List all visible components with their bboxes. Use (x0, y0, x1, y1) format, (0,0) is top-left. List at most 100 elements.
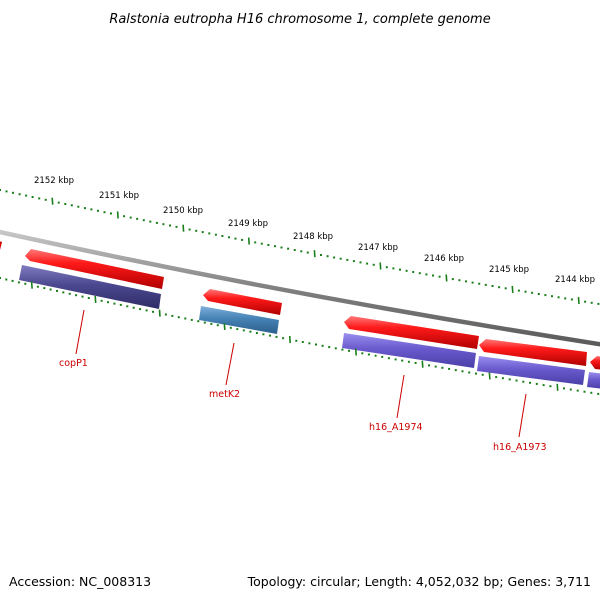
ruler-dot (5, 278, 8, 281)
ruler-tick (182, 224, 185, 232)
ruler-dot (339, 257, 342, 260)
ruler-tick (421, 360, 424, 368)
ruler-dot (188, 228, 191, 231)
ruler-dot (190, 318, 193, 321)
ruler-tick (511, 285, 514, 293)
ruler-dot (197, 320, 200, 323)
ruler-dot (468, 371, 471, 374)
ruler-dot (201, 231, 204, 234)
ruler-dot (100, 299, 103, 302)
ruler-tick (288, 335, 291, 344)
ruler-dot (334, 347, 337, 350)
ruler-dot (517, 289, 520, 292)
gene-label-copP1: copP1 (59, 358, 88, 369)
ruler-dot (374, 354, 377, 357)
ruler-dot (70, 204, 73, 207)
ruler-tick (354, 348, 357, 356)
ruler-tick-label: 2145 kbp (489, 265, 529, 275)
cds-arrow (590, 356, 600, 370)
ruler-dot (465, 280, 467, 283)
ruler-dot (136, 217, 139, 220)
ruler-tick (313, 250, 316, 258)
ruler-tick (556, 383, 559, 391)
ruler-tick-label: 2149 kbp (228, 219, 268, 229)
ruler-dot (495, 376, 498, 379)
ruler-dot (152, 310, 154, 313)
cds-arrow (479, 339, 587, 366)
gene-label-metK2: metK2 (209, 389, 240, 400)
ruler-dot (249, 330, 252, 333)
gene-bar (19, 265, 161, 309)
ruler-tick-label: 2151 kbp (99, 191, 139, 201)
ruler-dot (83, 207, 86, 210)
ruler-tick (51, 197, 54, 205)
ruler-dot (142, 219, 145, 222)
ruler-dot (438, 275, 441, 278)
ruler-dot (57, 201, 60, 204)
ruler-tick (223, 322, 226, 331)
ruler-dot (169, 224, 171, 227)
ruler-dot (405, 269, 408, 272)
ruler-dot (267, 244, 270, 246)
ruler-dot (441, 366, 444, 369)
ruler-dot (44, 198, 47, 201)
ruler-dot (544, 294, 547, 297)
ruler-dot (361, 352, 364, 355)
ruler-dot (425, 273, 428, 276)
ruler-dot (210, 322, 213, 325)
gene-bar (587, 372, 600, 389)
ruler-dot (524, 290, 527, 293)
ruler-dot (341, 348, 344, 351)
ruler-dot (478, 282, 481, 285)
ruler-dot (535, 382, 538, 385)
ruler-dot (451, 278, 454, 281)
ruler-dot (537, 293, 540, 295)
ruler-dot (221, 235, 224, 237)
ruler-dot (236, 328, 239, 331)
ruler-dot (275, 335, 278, 338)
ruler-tick (158, 309, 161, 317)
ruler-dot (392, 267, 395, 270)
ruler-dot (68, 292, 71, 295)
ruler-dot (242, 329, 245, 332)
ruler-dot (448, 367, 451, 370)
ruler-dot (162, 223, 165, 226)
ruler-dot (184, 317, 187, 320)
ruler-dot (432, 274, 434, 277)
accession-text: Accession: NC_008313 (9, 574, 151, 589)
leader-line (75, 309, 85, 355)
ruler-dot (229, 326, 232, 329)
ruler-dot (139, 308, 142, 311)
ruler-dot (110, 212, 112, 215)
ruler-dot (254, 241, 257, 244)
ruler-dot (149, 220, 152, 223)
ruler-dot (529, 381, 531, 384)
leader-line (225, 342, 235, 386)
ruler-dot (542, 384, 545, 387)
ruler-tick (247, 237, 250, 245)
ruler-dot (461, 370, 464, 373)
ruler-dot (25, 194, 28, 197)
ruler-dot (301, 341, 304, 343)
ruler-dot (11, 279, 14, 282)
ruler-dot (77, 205, 80, 208)
ruler-dot (126, 305, 129, 308)
ruler-dot (515, 379, 518, 382)
ruler-tick-label: 2148 kbp (293, 232, 333, 242)
ruler-dot (280, 246, 283, 249)
ruler-tick-label: 2146 kbp (424, 254, 464, 264)
ruler-dot (18, 193, 21, 196)
ruler-dot (531, 291, 534, 294)
ruler-dot (269, 334, 271, 337)
ruler-tick (379, 262, 382, 270)
ruler-dot (484, 283, 487, 286)
ruler-dot (576, 389, 579, 392)
ruler-dot (557, 296, 560, 299)
ruler-dot (454, 369, 457, 372)
ruler-dot (352, 260, 355, 263)
ruler-dot (315, 343, 317, 346)
ruler-dot (348, 349, 350, 352)
outer-ruler-dots (0, 189, 600, 305)
ruler-dot (458, 279, 461, 282)
